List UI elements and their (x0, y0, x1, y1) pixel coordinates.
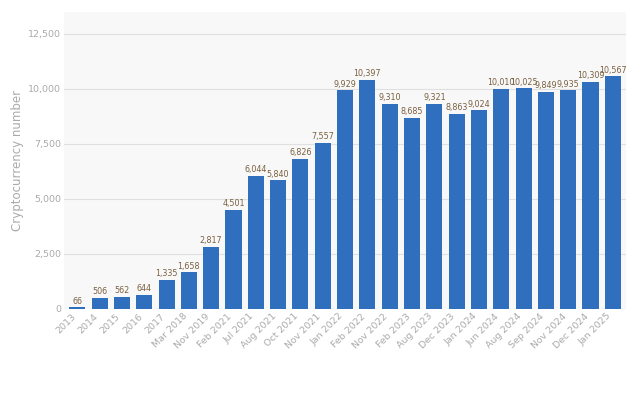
Bar (449, 114, 465, 309)
Bar (404, 118, 420, 309)
Bar (381, 104, 397, 309)
Text: 644: 644 (137, 284, 151, 293)
Bar (270, 181, 286, 309)
Bar (493, 89, 509, 309)
Text: 9,321: 9,321 (423, 93, 445, 102)
Bar (114, 297, 130, 309)
Bar (471, 110, 487, 309)
Bar (203, 247, 219, 309)
Text: 9,929: 9,929 (334, 80, 357, 89)
Text: 10,010: 10,010 (488, 78, 515, 87)
Bar (426, 104, 442, 309)
Bar (158, 280, 174, 309)
Text: 1,335: 1,335 (155, 269, 178, 278)
Bar (248, 176, 264, 309)
Text: 506: 506 (92, 287, 107, 296)
Text: 66: 66 (72, 297, 82, 306)
Text: 9,935: 9,935 (557, 80, 580, 89)
Bar (604, 76, 621, 309)
Bar (181, 272, 197, 309)
Text: 8,685: 8,685 (401, 107, 423, 116)
Bar (538, 92, 554, 309)
Text: 6,044: 6,044 (245, 165, 267, 174)
Bar (69, 307, 86, 309)
Text: 9,024: 9,024 (468, 99, 490, 109)
Text: 8,863: 8,863 (445, 103, 468, 112)
Text: 10,567: 10,567 (599, 66, 627, 74)
Text: 2,817: 2,817 (200, 236, 222, 245)
Bar (359, 80, 375, 309)
Bar (337, 90, 353, 309)
Bar (293, 159, 309, 309)
Bar (315, 143, 331, 309)
Bar (91, 298, 107, 309)
Text: 4,501: 4,501 (222, 199, 245, 208)
Text: 9,310: 9,310 (378, 93, 401, 102)
Text: 1,658: 1,658 (178, 262, 200, 270)
Bar (226, 210, 242, 309)
Text: 10,309: 10,309 (577, 71, 604, 80)
Text: 6,826: 6,826 (289, 148, 312, 157)
Text: 7,557: 7,557 (311, 132, 334, 141)
Bar (560, 90, 576, 309)
Text: 10,397: 10,397 (353, 69, 381, 78)
Text: 562: 562 (114, 286, 130, 295)
Y-axis label: Cryptocurrency number: Cryptocurrency number (11, 90, 24, 231)
Text: 5,840: 5,840 (267, 169, 289, 179)
Text: 10,025: 10,025 (510, 78, 537, 87)
Text: 9,849: 9,849 (535, 82, 557, 90)
Bar (516, 88, 532, 309)
Bar (136, 295, 152, 309)
Bar (583, 82, 599, 309)
